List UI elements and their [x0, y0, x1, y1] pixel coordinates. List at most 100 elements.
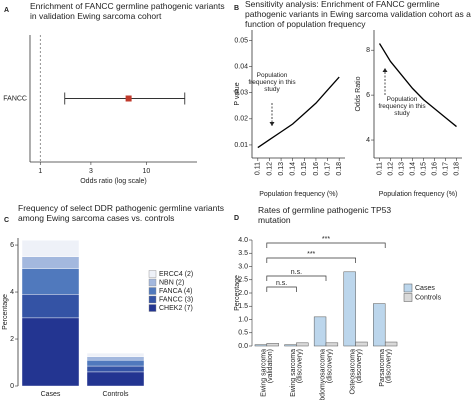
line [257, 76, 340, 149]
y-tick-label: 4 [366, 137, 370, 144]
y-tick-label: 0.02 [234, 116, 248, 123]
x-tick-label: 0.13 [398, 162, 405, 176]
legend-label: NBN (2) [159, 279, 184, 286]
bar-segment [21, 240, 80, 257]
significance-bracket [266, 257, 356, 263]
bar-segment [21, 268, 80, 295]
x-tick-label: 0.12 [266, 162, 273, 176]
legend-swatch [148, 278, 157, 287]
legend-swatch [148, 304, 157, 312]
y-tick-label: 8 [366, 47, 370, 54]
x-tick-label: 3 [89, 168, 93, 175]
bar [373, 303, 386, 347]
bar [313, 316, 327, 347]
significance-label: n.s. [276, 280, 287, 287]
x-tick-label: 0.14 [409, 162, 416, 176]
x-tick-label: Cases [41, 391, 61, 398]
significance-bracket [266, 242, 386, 248]
bar-segment [86, 359, 145, 367]
x-axis-label: Population frequency (%) [259, 191, 338, 198]
annotation-box: Population frequency in this study [378, 96, 425, 117]
y-axis-label: Percentage [2, 294, 9, 330]
y-tick-label: 4 [10, 289, 14, 296]
significance-bracket [266, 286, 297, 292]
x-tick-label: 0.11 [255, 162, 262, 175]
legend-swatch [148, 287, 157, 295]
y-tick-label: 3.5 [238, 250, 248, 257]
bar [266, 343, 279, 347]
legend-swatch [403, 283, 413, 293]
chart-title: Frequency of select DDR pathogenic germl… [18, 204, 224, 223]
bar [254, 344, 268, 347]
y-tick-label: 1.5 [238, 303, 248, 310]
bar-segment [21, 294, 80, 319]
x-axis-label: Odds ratio (log scale) [80, 178, 147, 185]
y-tick-label: 0.01 [234, 142, 248, 149]
x-tick-label: Ewing sarcoma(discovery) [290, 349, 304, 397]
annotation: Population frequency in this study [248, 72, 296, 94]
panel-label: B [234, 5, 239, 12]
chart-title: Rates of germline pathogenic TP53 mutati… [258, 206, 392, 225]
x-tick-label: 1 [38, 168, 42, 175]
arrow-head [382, 68, 388, 72]
legend-label: FANCA (4) [159, 288, 192, 295]
line [378, 43, 457, 128]
bar-segment [21, 317, 80, 387]
x-tick-label: 0.17 [442, 162, 449, 176]
bar [325, 342, 339, 347]
bar [355, 341, 368, 347]
legend-label: FANCC (3) [159, 296, 193, 303]
x-tick-label: 0.17 [324, 162, 331, 176]
significance-bracket [266, 275, 327, 281]
bar-segment [86, 352, 145, 357]
legend-swatch [148, 295, 157, 304]
chart-title: Sensitivity analysis: Enrichment of FANC… [245, 0, 471, 29]
chart-title: Enrichment of FANCC germline pathogenic … [30, 2, 225, 21]
chart-title-box: Sensitivity analysis: Enrichment of FANC… [245, 0, 471, 29]
x-tick-label: 0.18 [453, 162, 460, 176]
chart-title-box: Enrichment of FANCC germline pathogenic … [30, 2, 225, 21]
y-tick-label: 1.0 [238, 316, 248, 323]
y-axis-label: P value [234, 82, 241, 105]
y-tick-label: 0.5 [238, 330, 248, 337]
x-tick-label: 0.13 [278, 162, 285, 176]
bar [284, 344, 297, 347]
bar [384, 341, 398, 347]
y-tick-label: 0.04 [234, 63, 248, 70]
category-label: FANCC [3, 95, 27, 102]
y-tick-label: 6 [10, 242, 14, 249]
legend-label: ERCC4 (2) [159, 271, 193, 278]
x-tick-label: 0.16 [431, 162, 438, 176]
x-tick-label: 0.16 [313, 162, 320, 176]
y-tick-label: 0.0 [238, 343, 248, 350]
x-tick-label: Osteosarcoma(discovery) [349, 349, 363, 395]
y-axis-label: Odds Ratio [355, 76, 362, 111]
chart-title-box: Rates of germline pathogenic TP53 mutati… [258, 206, 392, 225]
x-tick-label: Parsarcoma(discovery) [379, 349, 393, 387]
annotation-box: Population frequency in this study [248, 72, 296, 94]
bar [296, 342, 309, 347]
y-tick-label: 2.5 [238, 277, 248, 284]
y-tick-label: 2 [10, 336, 14, 343]
bar-segment [86, 371, 145, 387]
x-tick-label: 0.11 [376, 162, 383, 175]
y-tick-label: 0.03 [234, 90, 248, 97]
chart-title-box: Frequency of select DDR pathogenic germl… [18, 204, 224, 223]
significance-label: *** [322, 236, 330, 243]
x-tick-label: Controls [102, 391, 129, 398]
x-tick-label: 0.14 [290, 162, 297, 176]
bar-segment [86, 365, 145, 373]
x-tick-label: 0.18 [336, 162, 343, 176]
x-tick-label: 0.12 [387, 162, 394, 176]
y-tick-label: 6 [366, 92, 370, 99]
y-tick-label: 0.05 [234, 37, 248, 44]
panel-label: C [4, 217, 9, 224]
x-tick-label: Ewing sarcoma(validation) [260, 349, 274, 397]
legend-label: Cases [415, 285, 435, 292]
panel-label: D [234, 215, 239, 222]
significance-label: *** [307, 251, 315, 258]
bar-segment [21, 256, 80, 269]
x-axis-label: Population frequency (%) [379, 191, 458, 198]
